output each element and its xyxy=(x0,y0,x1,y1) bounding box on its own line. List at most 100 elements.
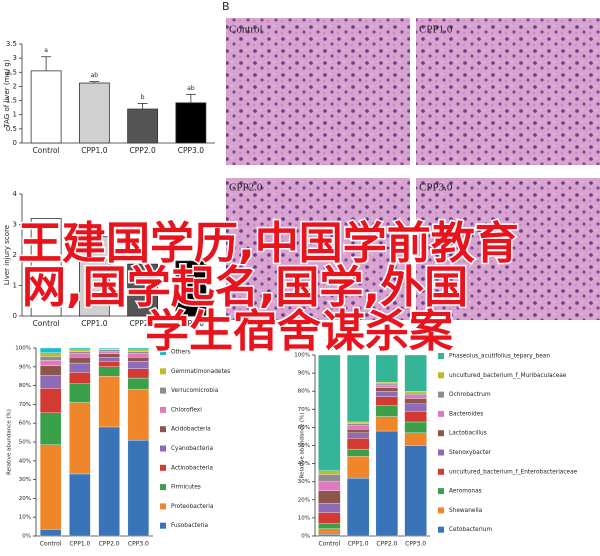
y-tick-label: 0.5 xyxy=(6,125,17,133)
y-tick-label: 2 xyxy=(13,82,17,90)
y-tick-label: 70% xyxy=(19,402,31,408)
bar-segment xyxy=(346,421,370,424)
x-tick-label: CPP3.0 xyxy=(405,541,426,548)
bar-segment xyxy=(404,421,427,433)
bar xyxy=(30,70,62,144)
bar-segment xyxy=(346,423,370,426)
bar-segment xyxy=(69,347,91,351)
y-tick-label: 1 xyxy=(13,282,17,290)
bar-segment xyxy=(39,365,62,376)
legend-label: Ochrobactrum xyxy=(449,392,491,398)
bar-segment xyxy=(69,473,91,537)
bar-segment xyxy=(375,354,399,383)
bar-segment xyxy=(127,347,150,351)
y-tick-label: 100% xyxy=(15,346,31,352)
bar-segment xyxy=(39,412,62,445)
y-tick-label: 10% xyxy=(298,515,310,521)
legend-marker xyxy=(160,368,166,375)
bar-segment xyxy=(98,426,120,537)
bar-segment xyxy=(98,349,120,352)
bar-segment xyxy=(375,387,399,392)
legend-marker xyxy=(160,349,166,355)
y-tick-label: 3 xyxy=(13,54,17,62)
bar-segment xyxy=(318,512,341,524)
bar-segment xyxy=(39,444,62,530)
y-tick-label: 0% xyxy=(22,534,31,540)
micrograph xyxy=(226,178,410,320)
bar-segment xyxy=(98,376,120,428)
overlay-text: 网,国学起名,国学,外国 xyxy=(22,262,468,313)
y-tick-label: 30% xyxy=(19,477,31,483)
y-tick-label: 50% xyxy=(298,443,310,449)
micrograph xyxy=(226,18,410,165)
bar-segment xyxy=(375,405,399,417)
significance-letter: ab xyxy=(91,72,99,79)
x-tick-label: CPP3.0 xyxy=(178,146,204,155)
y-axis-label: Relative abundance (%) xyxy=(7,409,13,475)
bar-segment xyxy=(39,375,62,389)
bar-segment xyxy=(39,347,62,353)
x-tick-label: CPP2.0 xyxy=(130,319,156,328)
y-axis-label: Relative abundance (%) xyxy=(300,413,306,479)
bar-segment xyxy=(375,416,399,432)
y-tick-label: 3.5 xyxy=(6,40,17,48)
bar-segment xyxy=(346,448,370,457)
bar-segment xyxy=(318,503,341,513)
bar-segment xyxy=(39,352,62,357)
significance-letter: b xyxy=(141,94,145,101)
bar-segment xyxy=(69,372,91,384)
y-tick-label: 2 xyxy=(13,251,17,259)
bar-segment xyxy=(346,425,370,430)
legend-label: uncultured_bacterium_f_Muribaculaceae xyxy=(449,373,567,379)
y-tick-label: 40% xyxy=(298,461,310,467)
bar xyxy=(175,102,207,144)
bar-segment xyxy=(39,356,62,361)
legend-label: uncultured_bacterium_f_Enterobacteriacea… xyxy=(449,469,578,475)
bar-segment xyxy=(98,357,120,362)
micrograph-title: Control xyxy=(229,24,263,36)
bar-segment xyxy=(39,360,62,367)
bar-segment xyxy=(127,357,150,362)
y-tick-label: 20% xyxy=(298,497,310,503)
bar-segment xyxy=(404,410,427,423)
overlay-text: 王建国学历,中国学前教育 xyxy=(18,218,519,269)
bar-segment xyxy=(69,353,91,358)
y-tick-label: 60% xyxy=(19,421,31,427)
bar-segment xyxy=(404,391,427,394)
x-tick-label: Control xyxy=(33,319,60,328)
x-tick-label: CPP3.0 xyxy=(178,319,204,328)
x-tick-label: Control xyxy=(33,146,60,155)
legend-marker xyxy=(438,468,444,475)
bar-segment xyxy=(375,385,399,388)
bar-segment xyxy=(69,357,91,364)
y-tick-label: 3 xyxy=(13,221,17,229)
bar-segment xyxy=(375,430,399,537)
bar-segment xyxy=(375,391,399,397)
bar xyxy=(78,82,110,144)
bar-segment xyxy=(69,402,91,475)
bar-segment xyxy=(69,383,91,403)
x-tick-label: CPP1.0 xyxy=(81,146,107,155)
x-tick-label: CPP1.0 xyxy=(69,541,90,548)
bar-segment xyxy=(404,445,427,537)
y-tick-label: 100% xyxy=(294,353,310,359)
significance-letter: ab xyxy=(187,85,195,92)
micrograph-grid: Control CPP1.0 CPP2.0 CPP3.0 xyxy=(226,18,600,320)
y-tick-label: 0 xyxy=(13,139,17,147)
bar-segment xyxy=(346,429,370,433)
bar xyxy=(127,263,159,317)
x-tick-label: CPP2.0 xyxy=(376,541,397,548)
legend-marker xyxy=(438,507,444,514)
bar-segment xyxy=(346,456,370,479)
legend-marker xyxy=(438,526,444,533)
legend-label: Verrucomicrobia xyxy=(171,388,219,394)
y-axis-label: TAG of liver (mg/ g) xyxy=(3,59,11,128)
y-tick-label: 70% xyxy=(298,407,310,413)
y-tick-label: 1.5 xyxy=(6,97,17,105)
bar-segment xyxy=(318,528,341,535)
bar-segment xyxy=(318,534,341,537)
charts: 0 0.5 1 1.5 2 2.5 3 3.5 TAG of liver (mg/ g) Cont… xyxy=(3,40,578,548)
bar-segment xyxy=(39,388,62,414)
legend-label: Aeromonas xyxy=(449,489,482,495)
